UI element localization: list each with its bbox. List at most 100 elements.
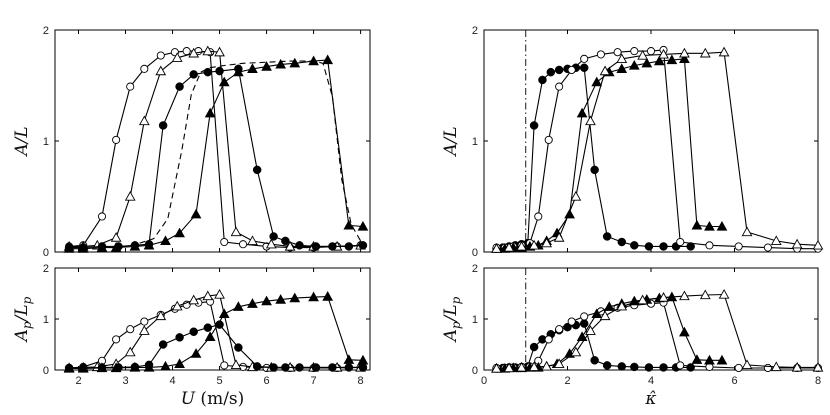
x-axis-label: U (m/s)	[181, 389, 245, 409]
data-point	[311, 363, 321, 372]
data-point	[171, 52, 183, 62]
data-point	[585, 325, 596, 335]
data-point	[188, 47, 200, 58]
x-tick-label: 2	[75, 375, 81, 387]
data-point	[791, 238, 803, 249]
data-point	[679, 326, 690, 337]
data-point	[812, 239, 824, 250]
data-point	[676, 361, 685, 370]
x-tick-label: 5	[216, 375, 222, 387]
data-point	[590, 356, 599, 365]
data-point	[564, 208, 575, 219]
data-point	[686, 242, 695, 251]
data-point	[553, 232, 565, 242]
y-tick-label: 2	[43, 263, 49, 275]
data-point	[188, 294, 200, 305]
data-point	[659, 242, 668, 251]
data-point	[580, 54, 589, 63]
data-point	[576, 107, 588, 118]
data-point	[718, 46, 730, 57]
x-tick-label: 8	[358, 375, 364, 387]
data-point	[158, 121, 168, 130]
data-point	[528, 239, 540, 250]
data-point	[138, 325, 150, 335]
data-point	[770, 235, 782, 246]
data-point	[516, 361, 527, 372]
data-point	[140, 64, 149, 73]
data-point	[129, 361, 141, 372]
x-tick-label: 6	[264, 375, 270, 387]
data-point	[630, 362, 639, 372]
data-point	[215, 66, 224, 76]
series-filled-triangles	[63, 54, 369, 253]
series-open-triangles	[63, 45, 366, 251]
data-point	[529, 342, 539, 352]
x-axis-label: κ̂	[644, 389, 656, 409]
data-point	[357, 354, 369, 365]
data-point	[603, 301, 615, 311]
data-point	[666, 54, 678, 65]
data-point	[541, 360, 552, 371]
data-point	[247, 235, 258, 246]
data-point	[124, 346, 136, 357]
data-point	[322, 54, 334, 65]
data-point	[261, 61, 272, 71]
data-point	[343, 219, 355, 230]
data-point	[175, 333, 184, 342]
data-point	[234, 343, 243, 352]
data-point	[741, 359, 753, 370]
series-line	[69, 301, 361, 369]
data-point	[705, 241, 714, 250]
ylabel-part: A	[12, 329, 32, 343]
y-axis-label: Ap/Lp	[12, 296, 34, 343]
data-point	[734, 363, 743, 373]
data-point	[644, 363, 654, 372]
y-tick-label: 1	[43, 314, 49, 326]
data-point	[617, 237, 627, 247]
data-point	[171, 300, 183, 311]
data-point	[232, 301, 244, 311]
y-axis-label-text: A/L	[441, 126, 461, 157]
data-point	[203, 323, 213, 332]
data-point	[214, 46, 225, 57]
data-point	[230, 226, 242, 237]
data-point	[156, 51, 165, 60]
x-tick-label: 6	[731, 375, 737, 387]
data-point	[357, 220, 369, 231]
data-point	[218, 308, 230, 319]
data-point	[637, 50, 649, 60]
data-point	[344, 242, 354, 251]
data-point	[534, 212, 543, 221]
y-tick-label: 1	[472, 136, 478, 148]
data-point	[281, 236, 290, 246]
data-point	[269, 363, 278, 372]
data-point	[641, 57, 653, 68]
series-line	[69, 50, 361, 247]
data-point	[553, 358, 565, 369]
data-point	[637, 294, 649, 305]
data-point	[214, 288, 225, 299]
data-point	[110, 232, 122, 242]
chart-tl: 0 1 2 A/L	[12, 25, 371, 259]
data-point	[289, 292, 301, 303]
data-point	[124, 190, 136, 201]
data-point	[77, 243, 89, 253]
data-point	[230, 359, 242, 370]
data-point	[602, 232, 612, 241]
data-point	[252, 165, 262, 175]
series-filled-triangles	[491, 291, 728, 373]
data-point	[616, 300, 628, 311]
data-point	[239, 362, 248, 371]
series-open-circles	[65, 297, 365, 373]
y-axis-label: A/L	[441, 126, 461, 157]
data-point	[570, 190, 582, 201]
series-line	[496, 302, 818, 369]
y-axis-label: A/L	[12, 126, 32, 157]
ylabel-part: A	[441, 329, 461, 343]
y-tick-label: 1	[43, 136, 49, 148]
y-tick-label: 0	[43, 247, 49, 259]
data-point	[679, 53, 690, 63]
data-point	[275, 294, 287, 304]
data-point	[269, 232, 278, 241]
